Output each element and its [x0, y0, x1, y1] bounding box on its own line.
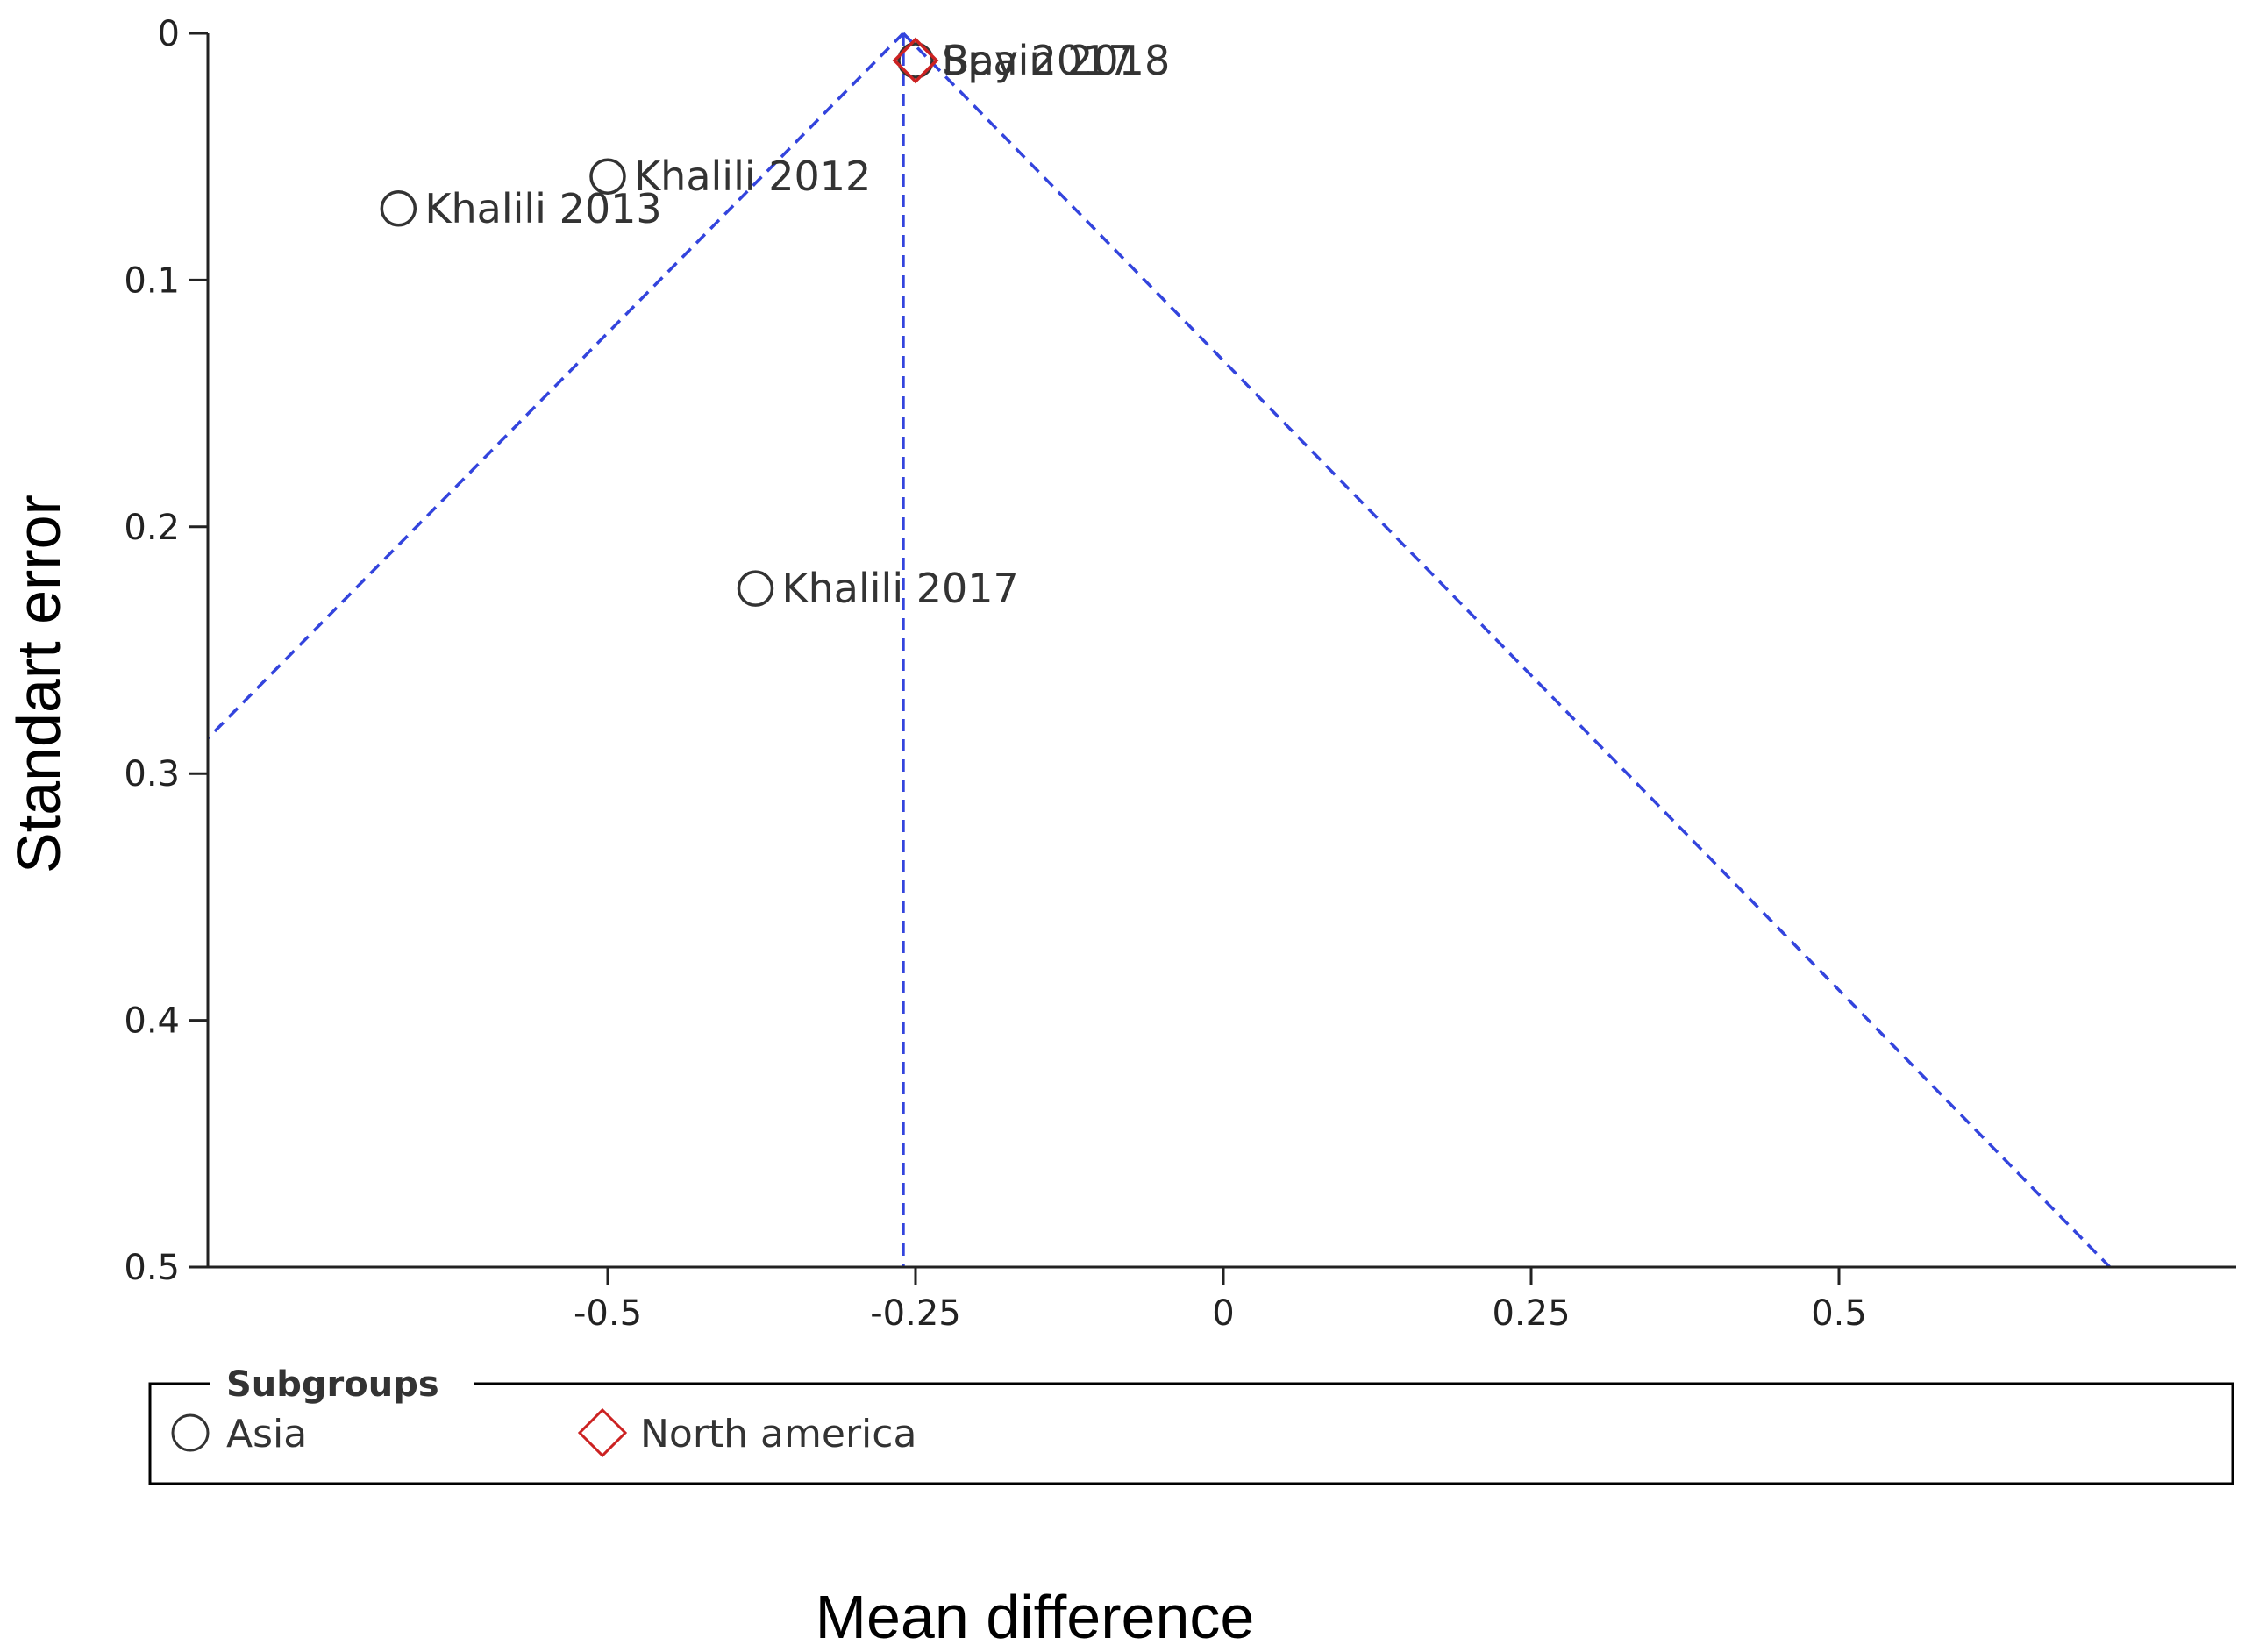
legend-asia-label: Asia: [226, 1412, 307, 1456]
y-tick-label: 0.2: [124, 508, 180, 548]
data-point-circle: [589, 158, 626, 195]
data-point-label: Spain 2018: [942, 37, 1170, 84]
x-tick-label: -0.5: [574, 1293, 642, 1334]
x-tick-label: -0.25: [870, 1293, 961, 1334]
x-axis-title: Mean difference: [816, 1583, 1255, 1651]
y-axis-title: Standart error: [4, 495, 73, 873]
legend: Subgroups Asia North america: [148, 1359, 2234, 1485]
legend-title-bg: [210, 1359, 474, 1403]
legend-box: [148, 1382, 2234, 1485]
x-tick-label: 0.25: [1492, 1293, 1570, 1334]
data-point-label: Bay 2017: [942, 37, 1134, 84]
data-point-label: Khalili 2017: [781, 565, 1018, 612]
x-tick-label: 0: [1212, 1293, 1234, 1334]
y-tick-label: 0.5: [124, 1248, 180, 1288]
funnel-lines: [206, 32, 2112, 1269]
x-tick-label: 0.5: [1811, 1293, 1867, 1334]
legend-north-america-marker: [577, 1407, 628, 1458]
y-tick-label: 0.4: [124, 1001, 180, 1042]
y-tick-label: 0: [158, 14, 180, 54]
data-point-circle: [380, 190, 417, 227]
funnel-right-line: [902, 32, 2112, 1269]
data-point-label: Khalili 2013: [424, 185, 661, 232]
data-point-label: Khalili 2012: [634, 153, 871, 200]
data-point-circle: [897, 42, 934, 79]
axes: 0 0.1 0.2 0.3 0.4 0.5 -0.5 -0.25 0 0.25 0.5: [124, 14, 2236, 1334]
legend-asia-marker: [171, 1413, 210, 1452]
y-tick-label: 0.1: [124, 260, 180, 301]
legend-title: Subgroups: [226, 1364, 439, 1405]
data-point-diamond: [892, 37, 939, 84]
y-tick-label: 0.3: [124, 754, 180, 794]
funnel-left-line: [206, 32, 905, 740]
data-point-circle: [737, 570, 774, 607]
legend-north-america-label: North america: [640, 1412, 916, 1456]
